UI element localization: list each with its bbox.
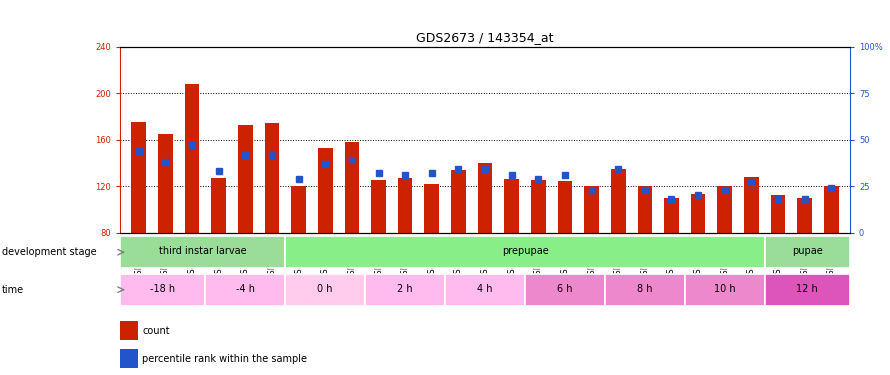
Bar [765, 274, 850, 306]
Bar [425, 184, 439, 232]
Bar [132, 122, 146, 232]
Text: development stage: development stage [2, 247, 96, 257]
Bar [120, 236, 286, 268]
Bar [525, 274, 605, 306]
Bar [206, 274, 286, 306]
Bar [120, 349, 138, 368]
Bar [771, 195, 785, 232]
Text: -18 h: -18 h [150, 284, 175, 294]
Bar [691, 194, 706, 232]
Text: 6 h: 6 h [557, 284, 572, 294]
Bar [291, 186, 306, 232]
Title: GDS2673 / 143354_at: GDS2673 / 143354_at [417, 32, 554, 44]
Bar [717, 186, 732, 232]
Bar [531, 180, 546, 232]
Bar [445, 274, 525, 306]
Bar [158, 134, 173, 232]
Bar [286, 274, 365, 306]
Text: 10 h: 10 h [714, 284, 735, 294]
Bar [398, 178, 412, 232]
Bar [684, 274, 765, 306]
Bar [185, 84, 199, 232]
Bar [264, 123, 279, 232]
Bar [238, 124, 253, 232]
Bar [318, 148, 333, 232]
Bar [664, 198, 679, 232]
Bar [584, 186, 599, 232]
Bar [558, 182, 572, 232]
Text: time: time [2, 285, 24, 295]
Text: count: count [142, 326, 170, 336]
Bar [611, 169, 626, 232]
Bar [212, 178, 226, 232]
Bar [605, 274, 684, 306]
Bar [797, 198, 812, 232]
Bar [744, 177, 759, 232]
Bar [120, 274, 206, 306]
Text: pupae: pupae [792, 246, 822, 256]
Bar [505, 179, 519, 232]
Text: percentile rank within the sample: percentile rank within the sample [142, 354, 307, 364]
Text: 2 h: 2 h [397, 284, 413, 294]
Text: -4 h: -4 h [236, 284, 255, 294]
Bar [765, 236, 850, 268]
Bar [344, 142, 360, 232]
Bar [637, 186, 652, 232]
Text: 12 h: 12 h [797, 284, 818, 294]
Text: 8 h: 8 h [637, 284, 652, 294]
Bar [120, 321, 138, 340]
Text: prepupae: prepupae [502, 246, 548, 256]
Bar [478, 163, 492, 232]
Text: 0 h: 0 h [318, 284, 333, 294]
Bar [365, 274, 445, 306]
Bar [451, 170, 465, 232]
Bar [824, 186, 838, 232]
Text: 4 h: 4 h [477, 284, 493, 294]
Text: third instar larvae: third instar larvae [159, 246, 247, 256]
Bar [286, 236, 765, 268]
Bar [371, 180, 386, 232]
